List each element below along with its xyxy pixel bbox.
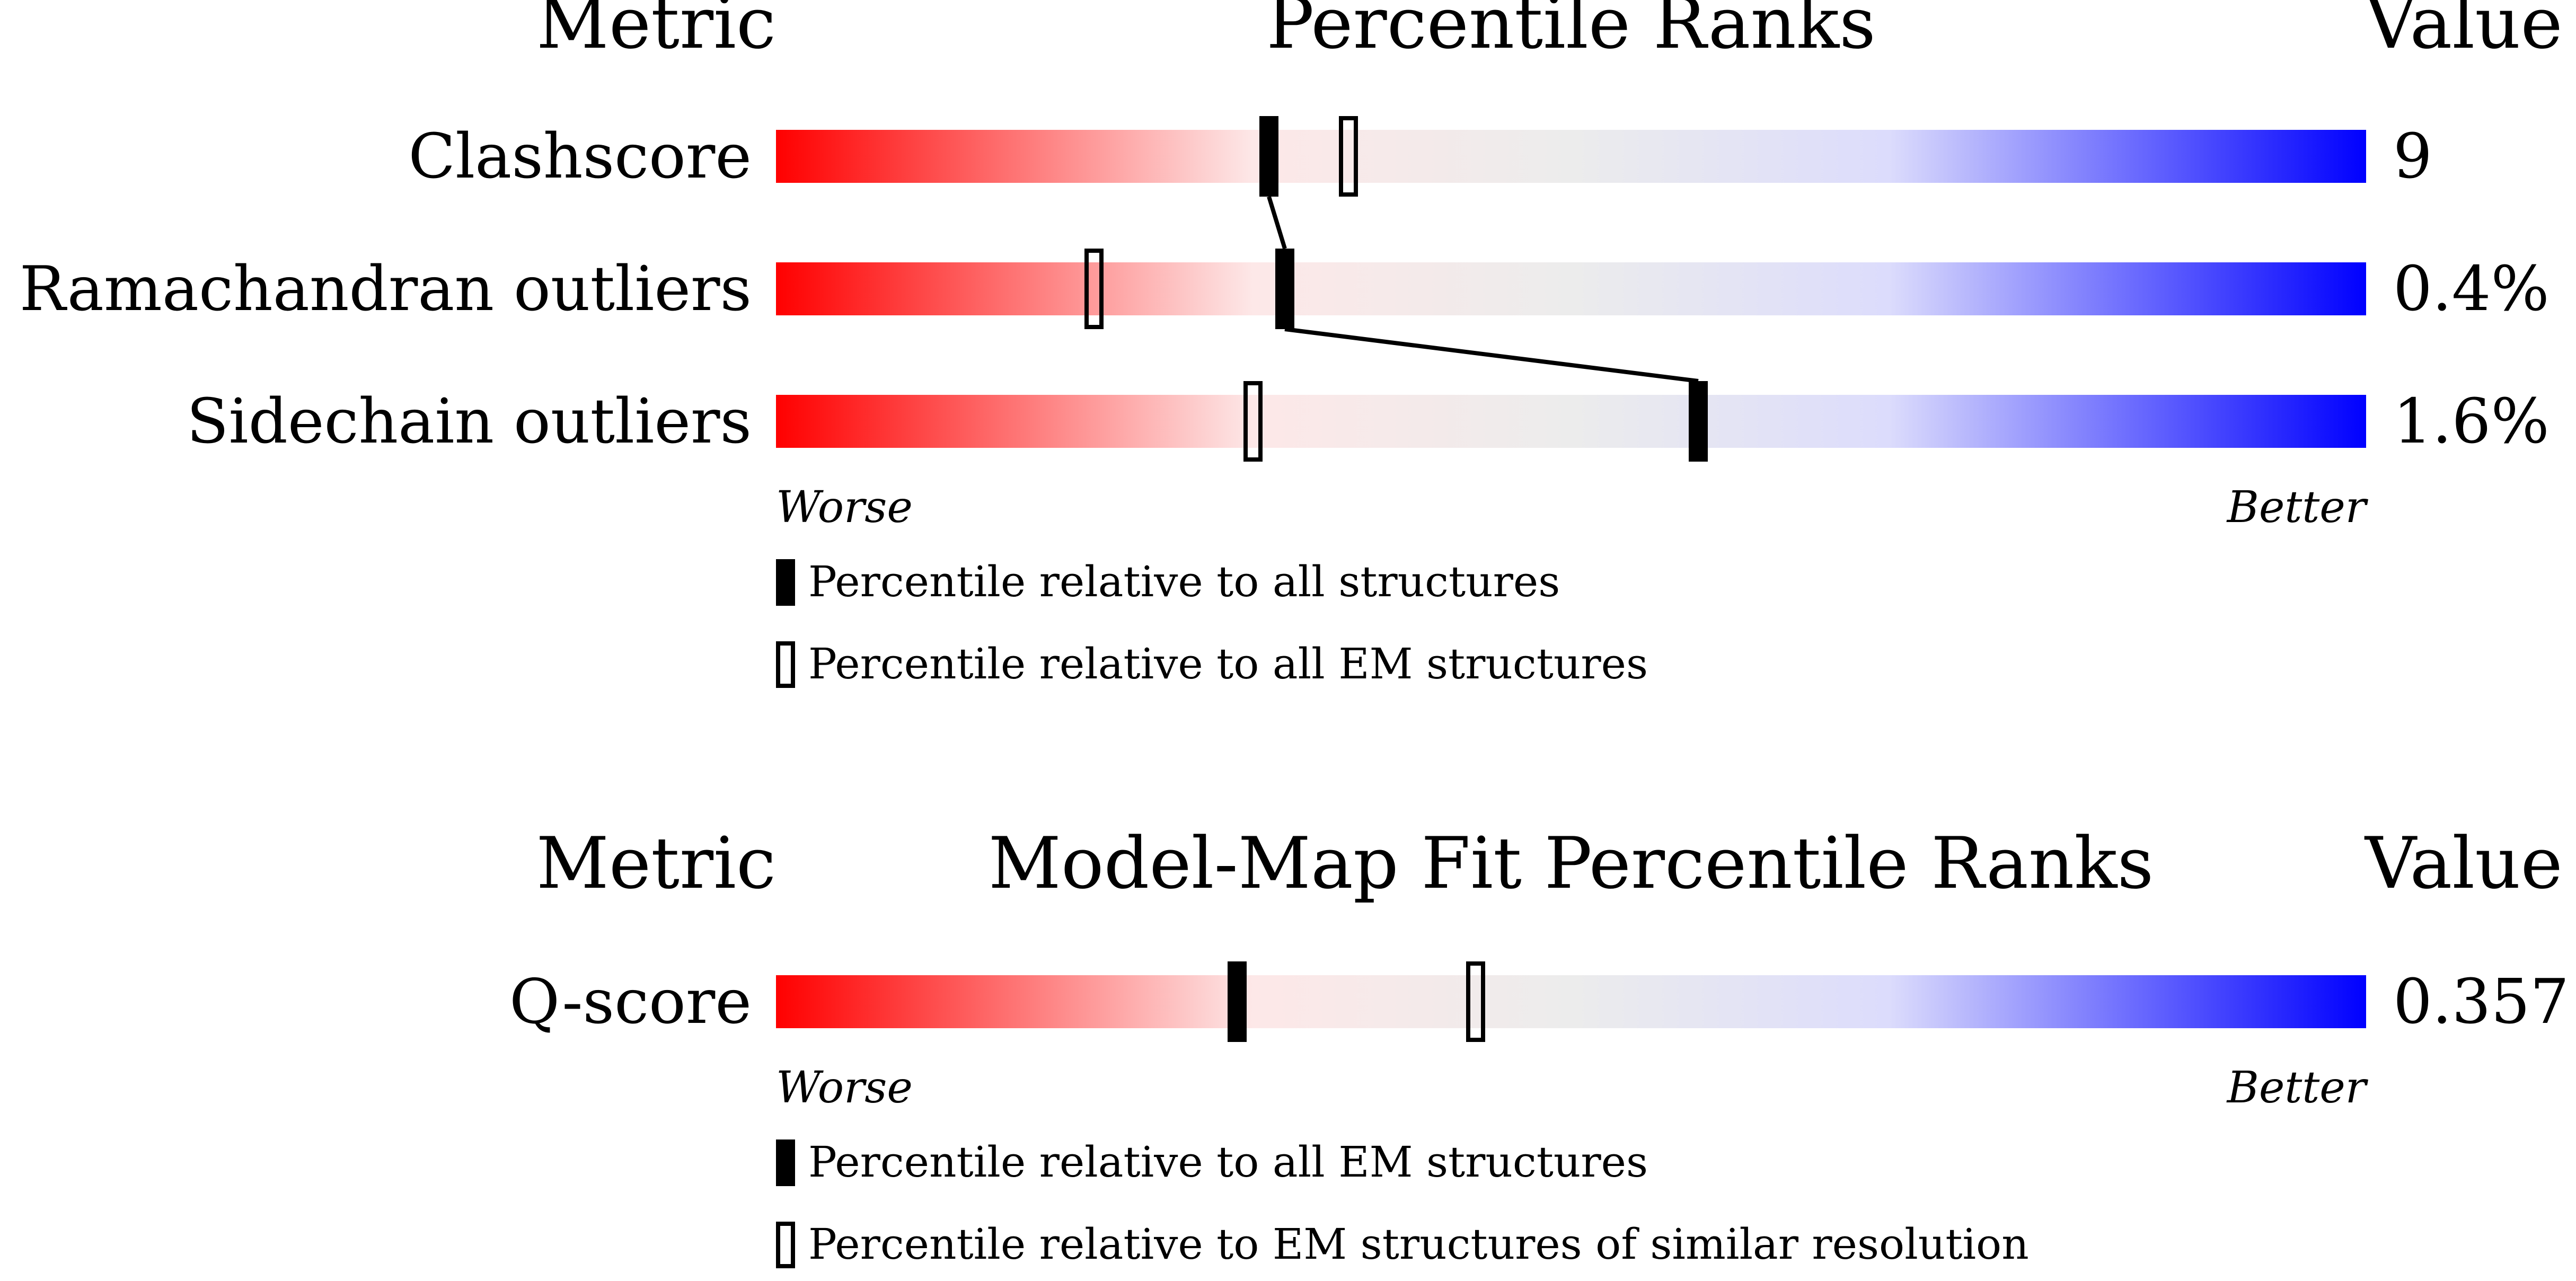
legend-item: Percentile relative to all structures — [776, 557, 1560, 606]
legend-filled-marker — [776, 1139, 795, 1186]
metric-row: Clashscore 9 — [408, 116, 2432, 197]
legend-item: Percentile relative to EM structures of … — [776, 1220, 2029, 1269]
legend-label: Percentile relative to all EM structures — [808, 1137, 1648, 1187]
legend-filled-marker — [776, 559, 795, 606]
metric-label: Ramachandran outliers — [20, 253, 752, 325]
percentile-bar — [776, 395, 2366, 448]
marker-connector-line — [1284, 327, 1699, 383]
filled-percentile-marker — [1689, 381, 1708, 462]
legend-label: Percentile relative to all EM structures — [808, 639, 1648, 688]
chart-panel-1: Metric Percentile Ranks Value Clashscore 9 Ra… — [20, 0, 2563, 688]
filled-percentile-marker — [1228, 961, 1247, 1042]
metric-value: 1.6% — [2393, 386, 2549, 457]
worse-label: Worse — [776, 1063, 913, 1113]
percentile-bar — [776, 130, 2366, 183]
legend-open-marker — [776, 641, 795, 688]
worse-label: Worse — [776, 482, 913, 533]
open-percentile-marker — [1243, 381, 1263, 462]
chart-panel-2: Metric Model-Map Fit Percentile Ranks Valu… — [509, 822, 2569, 1269]
percentile-bar — [776, 262, 2366, 315]
header-metric: Metric — [536, 822, 776, 905]
legend-item: Percentile relative to all EM structures — [776, 639, 1648, 688]
header-value: Value — [2364, 0, 2563, 65]
header-metric: Metric — [536, 0, 776, 65]
filled-percentile-marker — [1275, 249, 1294, 329]
header-value: Value — [2364, 822, 2563, 905]
legend-item: Percentile relative to all EM structures — [776, 1137, 1648, 1187]
open-percentile-marker — [1084, 249, 1104, 329]
metric-row: Q-score 0.357 — [509, 961, 2569, 1042]
better-label: Better — [2226, 482, 2369, 533]
percentile-bar — [776, 975, 2366, 1028]
metric-value: 9 — [2393, 121, 2432, 192]
metric-value: 0.357 — [2393, 966, 2569, 1038]
legend-label: Percentile relative to all structures — [808, 557, 1560, 606]
marker-connector-line — [1267, 196, 1287, 250]
legend-open-marker — [776, 1222, 795, 1268]
metric-label: Sidechain outliers — [187, 386, 752, 457]
legend-label: Percentile relative to EM structures of … — [808, 1220, 2029, 1269]
better-label: Better — [2226, 1063, 2369, 1113]
header-percentile-ranks: Model-Map Fit Percentile Ranks — [989, 822, 2154, 905]
metric-row: Ramachandran outliers 0.4% — [20, 249, 2549, 329]
open-percentile-marker — [1339, 116, 1358, 197]
filled-percentile-marker — [1259, 116, 1278, 197]
metric-value: 0.4% — [2393, 253, 2549, 325]
metric-label: Q-score — [509, 966, 752, 1038]
metric-label: Clashscore — [408, 121, 752, 192]
open-percentile-marker — [1466, 961, 1485, 1042]
header-percentile-ranks: Percentile Ranks — [1266, 0, 1876, 65]
metric-row: Sidechain outliers 1.6% — [187, 381, 2549, 462]
